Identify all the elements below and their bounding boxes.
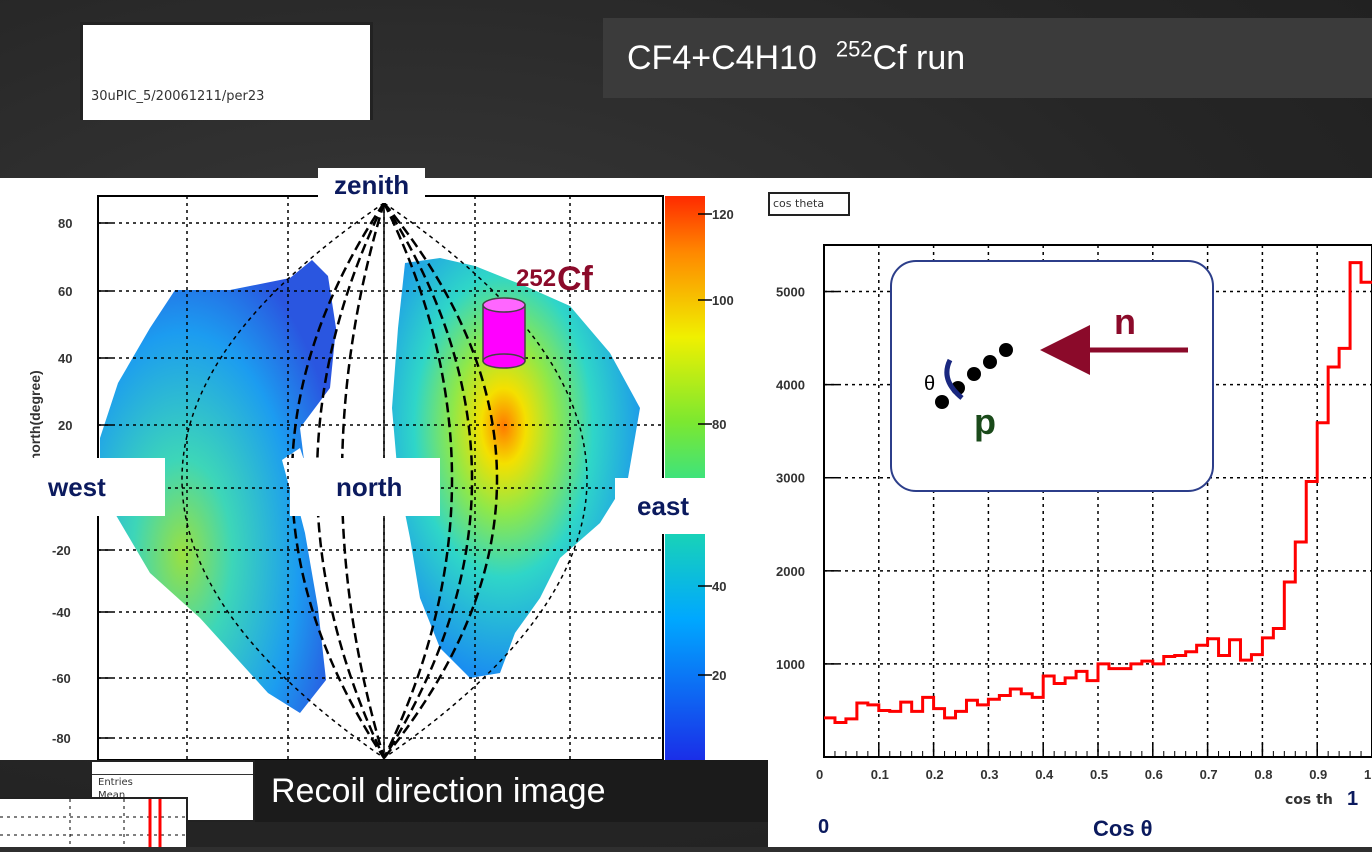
histogram-ytick-label: 3000 — [776, 471, 805, 486]
histogram-xtick-label: 0.8 — [1254, 767, 1272, 782]
histogram-xtick-label: 0.3 — [980, 767, 998, 782]
histogram-xtick-label: 1 — [1364, 767, 1371, 782]
histogram-xtick-label: 0.6 — [1145, 767, 1163, 782]
proton-track — [935, 343, 1013, 409]
colorbar-tick: 20 — [712, 668, 726, 683]
file-label: 30uPIC_5/20061211/per23 — [91, 89, 265, 104]
histogram-panel: cos theta 0 0.1 0.2 0.3 0.4 0.5 0.6 0.7 0.8 0.9 1 1… — [768, 178, 1372, 847]
histogram-ytick-label: 1000 — [776, 657, 805, 672]
inset-n: n — [1114, 301, 1136, 342]
histogram-xtick-label: 0.9 — [1309, 767, 1327, 782]
skymap-ytick: 60 — [58, 284, 72, 299]
skymap-ytick: 40 — [58, 351, 72, 366]
histogram-xtick-label: 0.4 — [1035, 767, 1054, 782]
colorbar-tick: 80 — [712, 417, 726, 432]
skymap-ytick: 80 — [58, 216, 72, 231]
histogram-line — [824, 261, 1372, 725]
stats-title — [92, 762, 253, 775]
skymap-svg: 80 60 40 20 -20 -40 -60 -80 center-north… — [27, 195, 734, 761]
stats-entries-label: Entries — [98, 777, 133, 788]
heat-west — [100, 260, 336, 713]
skymap-ytick: -80 — [52, 731, 71, 746]
run-title: CF4+C4H10 252Cf run — [603, 18, 1372, 98]
skymap-ytick: -40 — [52, 605, 71, 620]
source-el: Cf — [557, 260, 594, 298]
axis-tick-title: cos th — [1285, 792, 1333, 808]
source-iso: 252 — [516, 265, 556, 292]
skymap-ytick: -20 — [52, 543, 71, 558]
skymap-ytick: -60 — [52, 671, 71, 686]
histogram-ytick-label: 2000 — [776, 564, 805, 579]
caption: Recoil direction image — [255, 760, 805, 822]
colorbar-tick: 100 — [712, 293, 734, 308]
histogram-xtick-label: 0 — [816, 767, 823, 782]
label-zenith: zenith — [318, 168, 426, 203]
histogram-xtick-label: 0.2 — [926, 767, 944, 782]
run-title-iso: 252 — [835, 36, 873, 62]
fragment-panel — [0, 797, 188, 847]
inset-theta: θ — [924, 373, 935, 395]
cf-source-icon — [482, 297, 526, 369]
histogram-xtick-label: 0.1 — [871, 767, 889, 782]
big-xlabel: Cos θ — [1093, 816, 1153, 841]
label-west: west — [0, 458, 165, 516]
inset-p: p — [974, 401, 996, 442]
histogram-title: cos theta — [768, 192, 850, 216]
run-title-gas: CF4+C4H10 — [627, 39, 817, 77]
histogram-xtick-label: 0.7 — [1200, 767, 1218, 782]
histogram-ytick-label: 4000 — [776, 378, 805, 393]
label-east: east — [615, 478, 710, 534]
colorbar-tick: 120 — [712, 207, 734, 222]
run-title-suffix: Cf run — [872, 39, 966, 77]
histogram-ytick-label: 5000 — [776, 285, 805, 300]
file-label-box: 30uPIC_5/20061211/per23 — [80, 22, 373, 120]
big-x0: 0 — [818, 816, 830, 838]
heat-east — [392, 258, 640, 678]
skymap-ytick: 20 — [58, 418, 72, 433]
stats-mean-label: Mean — [98, 790, 126, 801]
label-north: north — [290, 458, 440, 516]
theta-arc — [944, 358, 964, 400]
big-x1: 1 — [1347, 788, 1359, 810]
histogram-xtick-label: 0.5 — [1090, 767, 1108, 782]
kinematics-inset: θ p n — [890, 260, 1214, 492]
colorbar-tick: 40 — [712, 579, 726, 594]
